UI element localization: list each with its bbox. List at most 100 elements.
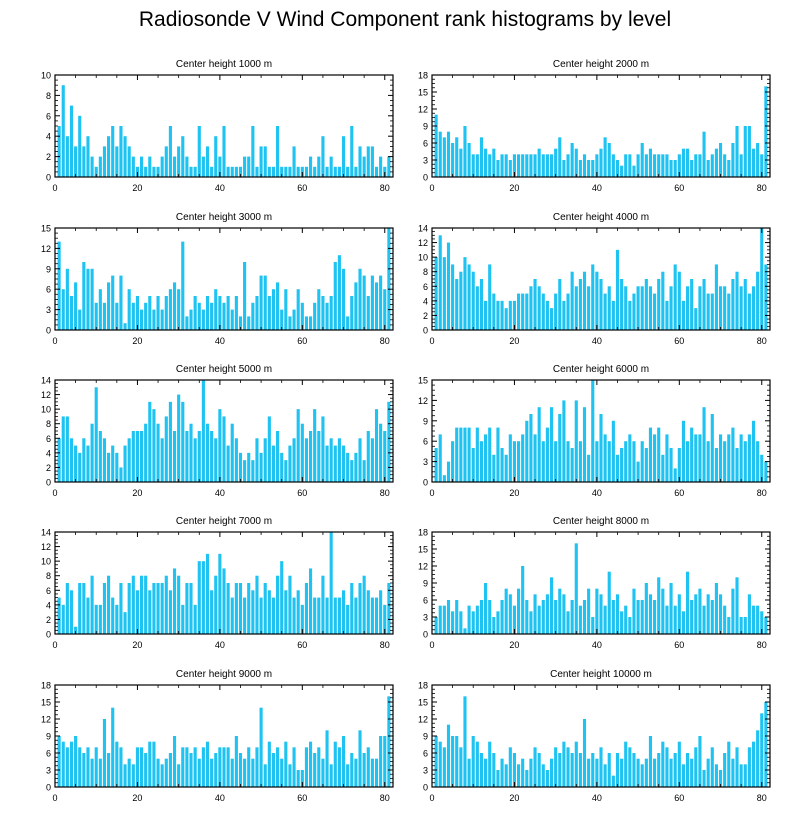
bar <box>702 131 706 177</box>
bar <box>127 289 131 330</box>
bar <box>259 275 263 330</box>
bar <box>723 441 727 482</box>
y-tick-label: 3 <box>423 156 428 166</box>
bar <box>214 438 218 482</box>
bar <box>148 156 152 177</box>
y-tick-label: 6 <box>423 596 428 606</box>
panel-3: 0 3 6 9 12 15 0 20 40 60 80 Center height 3000 m <box>41 212 394 346</box>
bar <box>451 143 455 177</box>
bar <box>665 434 669 482</box>
x-tick-label: 80 <box>380 640 390 650</box>
bar <box>362 156 366 177</box>
y-tick-label: 10 <box>41 71 51 81</box>
bar <box>61 741 65 787</box>
y-tick-label: 6 <box>423 749 428 759</box>
bar <box>698 736 702 787</box>
bar <box>329 156 333 177</box>
bar <box>57 438 61 482</box>
bar <box>533 279 537 330</box>
bar <box>205 423 210 482</box>
bar <box>263 275 267 330</box>
x-tick-label: 80 <box>380 336 390 346</box>
y-tick-label: 4 <box>46 600 51 610</box>
bar <box>488 264 492 330</box>
x-tick-label: 20 <box>509 183 519 193</box>
bar <box>723 154 727 177</box>
y-tick-label: 9 <box>423 732 428 742</box>
bar <box>74 445 78 482</box>
y-tick-label: 9 <box>46 264 51 274</box>
bar <box>61 604 65 634</box>
bar <box>574 543 578 634</box>
bar <box>677 154 681 177</box>
bar <box>177 146 181 177</box>
bar <box>374 597 379 634</box>
bar <box>714 583 718 634</box>
bar <box>669 448 673 482</box>
bar <box>562 594 566 634</box>
y-tick-label: 18 <box>41 681 51 691</box>
x-tick-label: 20 <box>509 336 519 346</box>
bar <box>702 279 706 330</box>
bar <box>644 448 648 482</box>
bar <box>222 416 226 482</box>
bar <box>747 747 751 787</box>
bar <box>189 309 193 330</box>
bar <box>65 136 69 177</box>
bar <box>325 445 329 482</box>
x-tick-label: 80 <box>380 183 390 193</box>
bar <box>743 279 747 330</box>
bar <box>743 617 747 634</box>
bar <box>263 764 267 787</box>
bar <box>284 741 288 787</box>
bar <box>591 753 595 787</box>
bar <box>247 747 251 787</box>
bar <box>686 286 690 330</box>
bar <box>504 764 508 787</box>
bar <box>181 604 185 634</box>
bar <box>615 753 620 787</box>
bar <box>574 400 578 482</box>
bar <box>69 590 74 634</box>
bar <box>296 166 300 177</box>
bar <box>587 454 591 482</box>
bar <box>107 753 111 787</box>
bar <box>500 448 504 482</box>
bar <box>346 452 350 482</box>
bar <box>304 316 308 330</box>
bar <box>78 115 82 177</box>
bar <box>751 605 756 634</box>
bar <box>243 156 247 177</box>
bar <box>107 575 111 634</box>
bar <box>259 146 263 177</box>
bar <box>698 286 702 330</box>
bar <box>185 583 189 634</box>
bar <box>280 166 284 177</box>
bar <box>82 262 86 330</box>
bar <box>521 434 525 482</box>
bar <box>475 154 479 177</box>
bar <box>358 146 362 177</box>
bar <box>702 407 706 482</box>
bar <box>545 427 549 482</box>
bar <box>632 165 636 177</box>
bar <box>135 166 139 177</box>
bar <box>214 289 218 330</box>
bar <box>358 438 362 482</box>
bar <box>595 271 599 330</box>
bar <box>123 136 127 177</box>
panel-title: Center height 3000 m <box>176 212 272 223</box>
bar <box>172 431 177 482</box>
bar <box>313 753 317 787</box>
bar <box>214 753 218 787</box>
bar <box>288 166 292 177</box>
bar <box>681 148 685 177</box>
bar <box>111 126 115 177</box>
bar <box>718 434 723 482</box>
bar <box>446 242 451 330</box>
bar <box>144 575 148 634</box>
bar <box>694 154 698 177</box>
bar <box>284 289 288 330</box>
bar <box>210 431 214 482</box>
bar <box>615 594 620 634</box>
